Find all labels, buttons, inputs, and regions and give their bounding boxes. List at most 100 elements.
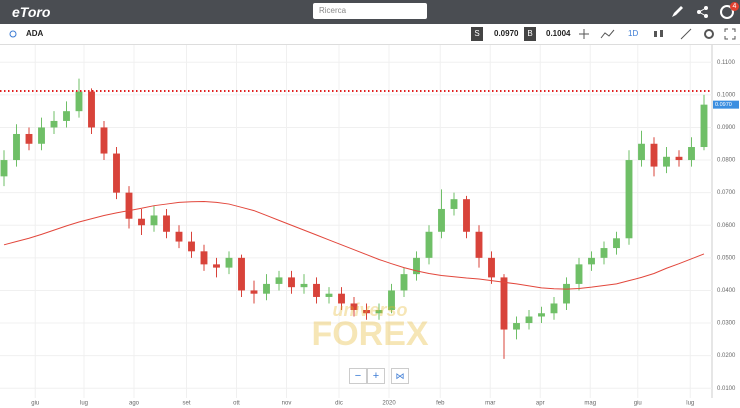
candle-body — [113, 153, 120, 193]
y-tick-label: 0.0100 — [717, 386, 736, 392]
sell-button[interactable]: S — [471, 27, 483, 41]
last-price-tag — [713, 100, 739, 109]
fullscreen-icon[interactable] — [724, 28, 736, 40]
zoom-in[interactable]: + — [367, 368, 385, 384]
x-tick-label: set — [182, 401, 190, 407]
candle-body — [375, 309, 383, 314]
candle-body — [63, 111, 70, 121]
candle-body — [425, 231, 433, 258]
candle-body — [350, 303, 358, 310]
candle-body — [13, 133, 20, 161]
moving-average — [3, 200, 705, 290]
candle-body — [225, 257, 233, 268]
x-tick-label: lug — [686, 401, 694, 407]
candle-body — [538, 313, 545, 317]
chart-type-icon[interactable] — [600, 28, 616, 40]
x-tick-label: ago — [129, 401, 140, 407]
candle-body — [663, 156, 670, 167]
candle-body — [563, 283, 570, 304]
buy-price: 0.1004 — [546, 29, 571, 38]
sell-price: 0.0970 — [494, 29, 519, 38]
last-price-label: 0.0970 — [715, 102, 732, 108]
candle-body — [0, 160, 8, 177]
y-tick-label: 0.1100 — [717, 60, 736, 66]
candle-body — [125, 192, 133, 219]
candle-body — [400, 274, 408, 291]
candle-body — [613, 238, 620, 249]
notification-badge: 4 — [730, 2, 739, 11]
candle-body — [38, 127, 45, 144]
candle-body — [413, 257, 420, 275]
x-tick-label: giu — [31, 401, 39, 407]
settings-icon[interactable] — [703, 28, 715, 40]
x-tick-label: apr — [536, 401, 545, 407]
y-tick-label: 0.1000 — [717, 92, 736, 98]
candle-body — [200, 251, 208, 265]
candle-body — [138, 218, 145, 226]
candle-body — [88, 91, 95, 128]
candle-body — [300, 283, 308, 288]
x-tick-label: 2020 — [382, 401, 396, 407]
share-icon[interactable] — [696, 5, 710, 19]
crosshair-icon[interactable] — [578, 28, 590, 40]
candle-body — [100, 127, 108, 154]
candle-body — [175, 231, 183, 242]
x-tick-label: mar — [485, 401, 495, 407]
buy-button[interactable]: B — [524, 27, 536, 41]
y-tick-label: 0.0300 — [717, 321, 736, 327]
logo[interactable]: eToro — [12, 4, 51, 20]
search-box[interactable]: Ricerca — [313, 3, 427, 19]
candle-body — [338, 293, 345, 304]
candles-icon[interactable] — [652, 28, 666, 40]
candle-body — [50, 120, 58, 128]
y-tick-label: 0.0600 — [717, 223, 736, 229]
candle-body — [550, 303, 558, 314]
y-tick-label: 0.0500 — [717, 255, 736, 261]
candle-body — [163, 215, 170, 232]
timeframe[interactable]: 1D — [628, 29, 639, 38]
zoom-out[interactable]: − — [349, 368, 367, 384]
x-tick-label: giu — [634, 401, 642, 407]
x-tick-label: dic — [335, 401, 343, 407]
candle-body — [238, 257, 245, 291]
candle-body — [700, 104, 708, 148]
x-tick-label: mag — [584, 401, 596, 407]
candle-body — [450, 199, 458, 209]
candle-body — [213, 264, 220, 268]
top-bar: eToro Ricerca 4 — [0, 0, 740, 24]
candle-body — [150, 215, 158, 226]
candle-body — [25, 133, 33, 144]
instrument-name: ADA — [26, 29, 44, 38]
candle-body — [438, 208, 445, 232]
candle-body — [313, 283, 320, 297]
candle-body — [575, 264, 583, 284]
candle-body — [500, 277, 508, 330]
notifications-icon[interactable] — [720, 5, 734, 19]
candle-body — [513, 323, 520, 330]
candle-body — [325, 293, 333, 297]
x-tick-label: nov — [282, 401, 292, 407]
candle-body — [463, 199, 470, 232]
search-placeholder: Ricerca — [319, 6, 347, 15]
y-tick-label: 0.0800 — [717, 158, 736, 164]
y-tick-label: 0.0900 — [717, 125, 736, 131]
share-chart[interactable]: ⋈ — [391, 368, 409, 384]
instrument-icon — [9, 30, 17, 38]
candle-body — [188, 241, 195, 252]
candle-body — [488, 257, 495, 278]
candle-body — [625, 160, 633, 239]
draw-icon[interactable] — [680, 28, 692, 40]
x-tick-label: ott — [233, 401, 240, 407]
edit-icon[interactable] — [670, 5, 684, 19]
candle-body — [388, 290, 395, 310]
candle-body — [363, 309, 370, 314]
candle-body — [250, 290, 258, 294]
x-tick-label: lug — [80, 401, 88, 407]
candle-body — [588, 257, 595, 265]
toolbar: ADA S 0.0970 B 0.1004 1D — [0, 24, 740, 45]
candle-body — [525, 316, 533, 324]
candle-body — [638, 143, 645, 161]
x-tick-label: feb — [436, 401, 445, 407]
